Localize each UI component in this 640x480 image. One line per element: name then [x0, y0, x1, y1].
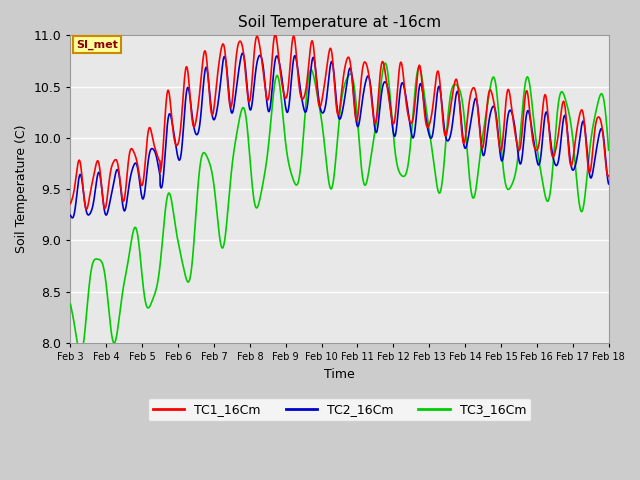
TC2_16Cm — [239, 50, 246, 56]
TC1_16Cm — [160, 132, 168, 138]
TC2_16Cm — [67, 212, 74, 218]
TC3_16Cm — [381, 60, 389, 66]
TC2_16Cm — [595, 135, 602, 141]
TC3_16Cm — [605, 147, 612, 153]
Line: TC3_16Cm: TC3_16Cm — [70, 63, 609, 354]
Line: TC1_16Cm: TC1_16Cm — [70, 35, 609, 209]
TC2_16Cm — [273, 53, 281, 59]
TC1_16Cm — [273, 41, 281, 47]
TC1_16Cm — [128, 146, 136, 152]
TC1_16Cm — [605, 173, 612, 179]
Legend: TC1_16Cm, TC2_16Cm, TC3_16Cm: TC1_16Cm, TC2_16Cm, TC3_16Cm — [148, 398, 531, 421]
TC1_16Cm — [595, 114, 602, 120]
TC3_16Cm — [536, 167, 544, 172]
TC1_16Cm — [536, 130, 544, 136]
TC1_16Cm — [83, 206, 90, 212]
TC1_16Cm — [271, 32, 279, 37]
TC2_16Cm — [68, 215, 76, 221]
TC2_16Cm — [128, 168, 136, 173]
Title: Soil Temperature at -16cm: Soil Temperature at -16cm — [238, 15, 441, 30]
Y-axis label: Soil Temperature (C): Soil Temperature (C) — [15, 125, 28, 253]
TC2_16Cm — [536, 156, 544, 162]
TC3_16Cm — [128, 234, 136, 240]
TC2_16Cm — [605, 181, 612, 187]
TC3_16Cm — [77, 351, 84, 357]
TC2_16Cm — [160, 167, 168, 172]
TC3_16Cm — [296, 167, 304, 173]
TC3_16Cm — [67, 301, 74, 307]
X-axis label: Time: Time — [324, 368, 355, 381]
TC3_16Cm — [160, 221, 168, 227]
TC2_16Cm — [297, 87, 305, 93]
TC1_16Cm — [67, 201, 74, 206]
TC3_16Cm — [273, 72, 281, 78]
Line: TC2_16Cm: TC2_16Cm — [70, 53, 609, 218]
TC1_16Cm — [297, 92, 305, 98]
Text: SI_met: SI_met — [76, 40, 118, 50]
TC3_16Cm — [595, 98, 602, 104]
